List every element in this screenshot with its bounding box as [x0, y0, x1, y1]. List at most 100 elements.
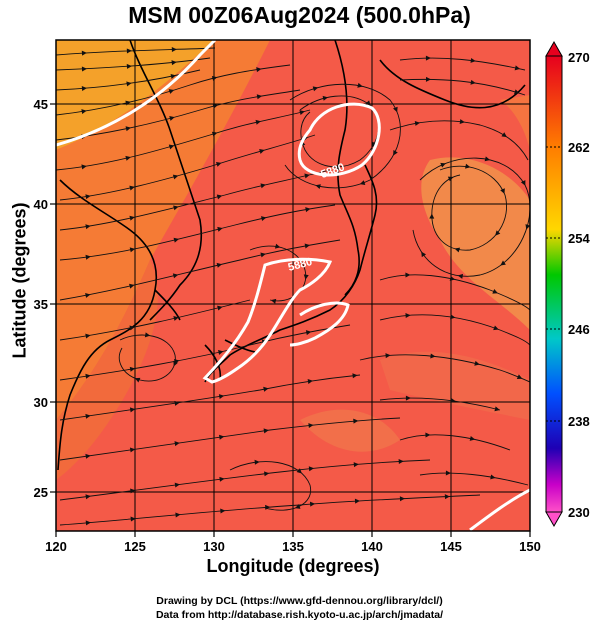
- streamline-arrow: [296, 468, 302, 474]
- streamline-arrow: [85, 224, 91, 230]
- streamline-arrow: [254, 459, 260, 465]
- streamline-arrow: [500, 260, 506, 266]
- streamline-arrow: [399, 496, 405, 502]
- streamline-arrow: [218, 394, 225, 400]
- streamline-arrow: [470, 57, 476, 63]
- streamline-arrow: [173, 237, 180, 243]
- streamline-arrow: [354, 498, 361, 504]
- streamline-arrow: [484, 156, 491, 162]
- x-tick-labels: 120 125 130 135 140 145 150: [45, 539, 541, 554]
- streamline-arrow: [174, 441, 180, 447]
- streamline-arrow: [85, 453, 91, 459]
- streamline-arrow: [449, 275, 456, 281]
- streamline-arrow: [492, 288, 498, 294]
- streamline-arrow: [469, 435, 476, 441]
- streamline-arrow: [172, 273, 179, 279]
- contour-lines: [56, 40, 530, 531]
- streamline-arrow: [304, 243, 310, 249]
- colorbar-top-arrow: [545, 40, 563, 57]
- colorbar-label: 254: [568, 231, 590, 246]
- colorbar-labels: 270 262 254 246 238 230: [568, 50, 590, 520]
- streamline-arrow: [169, 116, 175, 121]
- x-tick-label: 140: [361, 539, 383, 554]
- streamline-arrow: [459, 119, 465, 125]
- coastlines: [57, 40, 526, 471]
- streamline-arrow: [308, 466, 315, 472]
- streamline-arrow: [514, 89, 520, 95]
- colorbar: [545, 40, 563, 528]
- streamline-arrow: [312, 86, 319, 92]
- streamline-arrow: [85, 373, 91, 379]
- streamline-arrow: [217, 305, 223, 311]
- streamline-arrow: [125, 100, 131, 106]
- streamline-arrow: [168, 89, 175, 94]
- streamline-arrow: [81, 164, 87, 170]
- streamline-arrow: [212, 103, 219, 109]
- streamline-arrow: [219, 434, 225, 440]
- streamline-arrow: [85, 194, 91, 200]
- streamline-arrow: [85, 494, 91, 500]
- streamline-arrow: [125, 126, 131, 132]
- streamline-arrow: [357, 82, 363, 88]
- streamline-arrow: [260, 216, 267, 222]
- streamline-arrow: [450, 314, 456, 320]
- streamline-arrow: [315, 184, 321, 190]
- colorbar-label: 230: [568, 505, 590, 520]
- x-axis-label: Longitude (degrees): [206, 556, 380, 576]
- streamline-arrow: [175, 512, 181, 518]
- streamline-arrow: [81, 50, 87, 56]
- streamline-arrow: [220, 508, 226, 514]
- streamline-arrow: [129, 325, 135, 331]
- streamline-arrow: [309, 501, 316, 507]
- streamline-arrow: [85, 413, 91, 419]
- streamline-arrow: [85, 292, 91, 298]
- streamline-arrow: [173, 316, 179, 321]
- streamline-arrow: [405, 272, 411, 278]
- streamline-arrow: [525, 224, 530, 230]
- streamline-arrow: [130, 488, 136, 494]
- x-tick-label: 145: [440, 539, 462, 554]
- x-tick-label: 120: [45, 539, 67, 554]
- streamline-arrow: [304, 173, 310, 179]
- streamline-arrow: [333, 164, 339, 170]
- streamline-arrow: [260, 252, 266, 258]
- streamline-arrow: [85, 254, 91, 260]
- streamline-arrow: [259, 149, 265, 154]
- colorbar-label: 270: [568, 50, 590, 65]
- streamline-arrow: [385, 353, 391, 359]
- streamline-arrow: [421, 251, 427, 258]
- streamline-arrow: [81, 109, 87, 115]
- streamline-arrow: [126, 81, 132, 87]
- streamline-arrow: [129, 283, 135, 289]
- streamline-arrow: [520, 180, 526, 186]
- streamline-arrow: [174, 400, 180, 406]
- streamline-arrow: [514, 65, 521, 71]
- x-tick-label: 130: [203, 539, 225, 554]
- y-tick-label: 35: [34, 297, 48, 312]
- streamline-arrow: [274, 243, 281, 249]
- streamline-arrow: [216, 194, 223, 200]
- streamline-arrow: [305, 330, 312, 336]
- streamline-arrow: [129, 247, 136, 253]
- streamline-arrow: [173, 360, 178, 367]
- streamline-arrow: [308, 423, 314, 429]
- streamline-arrow: [359, 180, 366, 185]
- streamline-arrow: [263, 428, 269, 434]
- y-tick-label: 30: [34, 395, 48, 410]
- streamline-arrow: [450, 398, 456, 404]
- streamline-arrow: [170, 73, 176, 79]
- streamline-arrow: [353, 462, 359, 468]
- streamline-arrow: [255, 119, 261, 125]
- streamline-arrow: [405, 313, 411, 319]
- streamline-arrow: [126, 48, 132, 54]
- x-tick-label: 135: [282, 539, 304, 554]
- streamline-arrow: [322, 95, 329, 101]
- map-title: MSM 00Z06Aug2024 (500.0hPa): [128, 2, 471, 28]
- streamline-arrow: [260, 183, 266, 189]
- streamline-arrow: [474, 360, 480, 366]
- streamline-arrow: [444, 494, 450, 500]
- streamline-arrow: [144, 332, 151, 338]
- y-tick-label: 40: [34, 197, 48, 212]
- streamline-arrow: [393, 149, 398, 156]
